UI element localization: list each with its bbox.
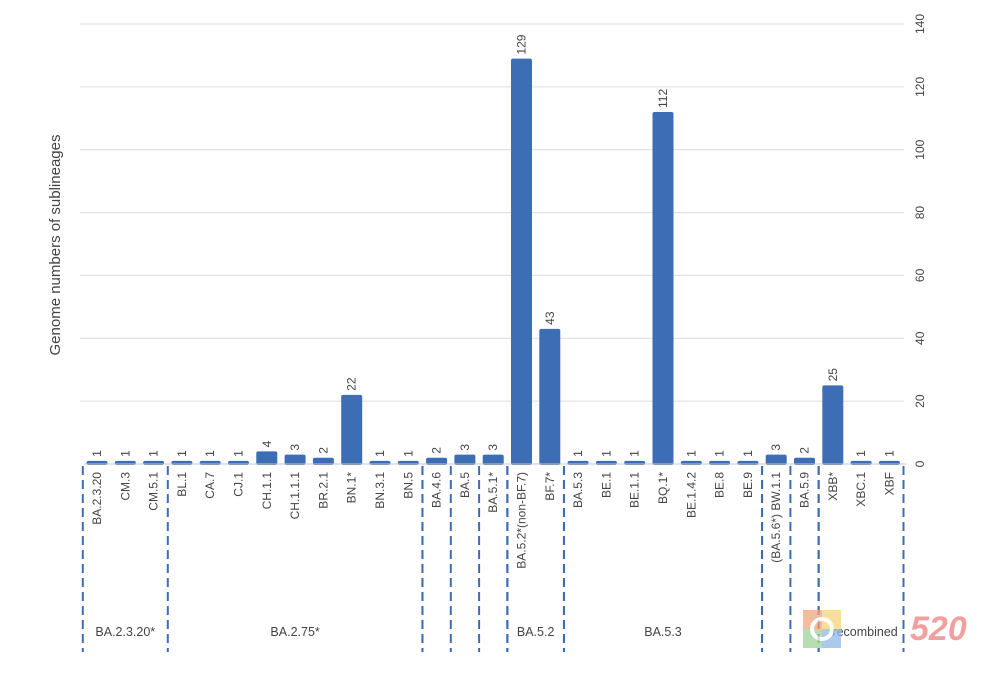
- data-label: 1: [628, 450, 642, 457]
- watermark-logo: 520: [803, 610, 967, 648]
- data-label: 3: [288, 444, 302, 451]
- x-tick-label: BE.1.1: [628, 472, 642, 508]
- x-tick-label: BQ.1*: [656, 472, 670, 504]
- data-label: 1: [203, 450, 217, 457]
- y-tick-label: 140: [913, 14, 927, 34]
- x-tick-label: BA.5: [458, 472, 472, 498]
- x-tick-label: CM.3: [118, 472, 132, 501]
- group-label: BA.2.3.20*: [95, 625, 155, 639]
- data-label: 2: [798, 447, 812, 454]
- bar: [341, 394, 363, 465]
- data-label: 1: [599, 450, 613, 457]
- x-tick-label: XBC.1: [854, 472, 868, 507]
- y-tick-label: 120: [913, 77, 927, 97]
- data-label: 1: [373, 450, 387, 457]
- y-tick-label: 40: [913, 331, 927, 345]
- x-tick-label: XBB*: [826, 472, 840, 501]
- x-tick-label: CA.7: [203, 472, 217, 499]
- bar: [256, 451, 278, 465]
- bar: [822, 385, 844, 465]
- bar: [794, 457, 815, 465]
- bar: [284, 454, 306, 465]
- group-boxes: BA.2.3.20* BA.2.75* BA.5.2 BA.5.3 recombined: [81, 466, 905, 652]
- data-label: 1: [713, 450, 727, 457]
- data-label: 1: [854, 450, 868, 457]
- x-tick-labels: BA.2.3.20 CM.3 CM.5.1 BL.1 CA.7 CJ.1 CH.1.1 CH.…: [90, 472, 896, 569]
- x-tick-label: CH.1.1: [260, 472, 274, 510]
- x-tick-label: BE.1.4.2: [684, 472, 698, 518]
- data-label: 129: [515, 34, 529, 54]
- data-label: 3: [458, 444, 472, 451]
- x-tick-label: (BA.5.6*) BW.1.1: [769, 472, 783, 563]
- x-tick-label: BN.3.1: [373, 472, 387, 509]
- data-label: 112: [656, 89, 670, 108]
- data-label: 1: [401, 450, 415, 457]
- gridlines: [80, 23, 904, 402]
- svg-text:520: 520: [910, 610, 967, 648]
- y-tick-label: 20: [913, 394, 927, 408]
- data-label: 1: [741, 450, 755, 457]
- data-label: 4: [260, 440, 274, 447]
- data-label: 1: [90, 450, 104, 457]
- data-label: 43: [543, 311, 557, 325]
- x-tick-label: BE.8: [713, 472, 727, 498]
- data-label: 1: [118, 450, 132, 457]
- bar: [652, 112, 674, 465]
- x-tick-label: BA.5.2*(non-BF.7): [515, 472, 529, 569]
- data-label: 22: [345, 377, 359, 391]
- group-label: BA.5.3: [644, 625, 682, 639]
- x-tick-label: BL.1: [175, 472, 189, 497]
- x-tick-label: BA.4.6: [430, 472, 444, 508]
- x-tick-label: BR.2.1: [316, 472, 330, 509]
- group-label: recombined: [832, 625, 897, 639]
- bar: [426, 457, 448, 465]
- x-tick-label: BA.5.1*: [486, 472, 500, 513]
- x-tick-label: BN.5: [401, 472, 415, 499]
- y-tick-label: 80: [913, 206, 927, 220]
- data-label: 1: [147, 450, 161, 457]
- x-tick-label: BA.2.3.20: [90, 472, 104, 525]
- x-tick-label: CH.1.1.1: [288, 472, 302, 520]
- data-label: 1: [571, 450, 585, 457]
- y-axis-ticks: 0 20 40 60 80 100 120 140: [913, 14, 927, 468]
- data-label: 3: [486, 444, 500, 451]
- x-tick-label: BN.1*: [345, 472, 359, 504]
- bar: [454, 454, 476, 465]
- data-label: 25: [826, 368, 840, 382]
- y-tick-label: 60: [913, 268, 927, 282]
- bar: [482, 454, 504, 465]
- bar: [539, 328, 561, 465]
- x-tick-label: BA.5.9: [798, 472, 812, 508]
- x-tick-label: CM.5.1: [147, 472, 161, 511]
- bar: [765, 454, 787, 465]
- data-label: 1: [232, 450, 246, 457]
- data-label: 1: [684, 450, 698, 457]
- y-tick-label: 0: [913, 460, 927, 467]
- group-label: BA.2.75*: [270, 625, 319, 639]
- x-tick-label: BE.1: [599, 472, 613, 498]
- data-label: 2: [430, 447, 444, 454]
- x-tick-label: BA.5.3: [571, 472, 585, 508]
- x-tick-label: BE.9: [741, 472, 755, 498]
- data-label: 1: [175, 450, 189, 457]
- data-label: 2: [316, 447, 330, 454]
- y-axis-label: Genome numbers of sublineages: [47, 135, 64, 356]
- data-label: 3: [769, 444, 783, 451]
- bar: [511, 58, 532, 465]
- x-tick-label: XBF: [882, 472, 896, 495]
- x-tick-label: BF.7*: [543, 472, 557, 501]
- y-tick-label: 100: [913, 139, 927, 159]
- bar: [312, 457, 334, 465]
- x-tick-label: CJ.1: [232, 472, 246, 497]
- group-label: BA.5.2: [517, 625, 555, 639]
- data-label: 1: [882, 450, 896, 457]
